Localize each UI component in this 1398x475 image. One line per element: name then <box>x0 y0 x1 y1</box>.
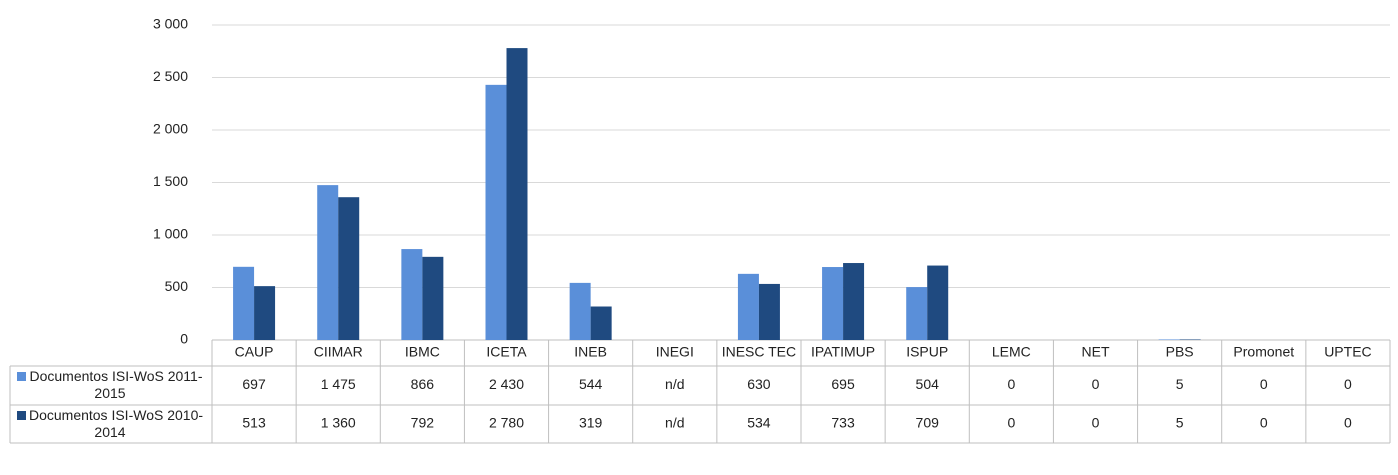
table-value: 2 430 <box>489 376 524 392</box>
x-tick-label: ISPUP <box>906 344 948 360</box>
table-value: 0 <box>1260 376 1268 392</box>
x-tick-label: INEB <box>574 344 607 360</box>
legend-entry: Documentos ISI-WoS 2010-2014 <box>12 407 208 441</box>
legend-swatch <box>16 411 26 420</box>
table-value: 1 475 <box>321 376 356 392</box>
y-tick-label: 500 <box>165 278 189 294</box>
x-tick-label: UPTEC <box>1324 344 1371 360</box>
legend-entry: Documentos ISI-WoS 2011-2015 <box>12 368 208 402</box>
bar <box>506 48 528 340</box>
bar <box>1179 339 1201 340</box>
bar <box>485 84 507 340</box>
legend-label: Documentos ISI-WoS 2010-2014 <box>28 407 204 440</box>
bar <box>569 282 591 340</box>
legend-swatch <box>17 372 27 381</box>
bar <box>422 256 444 340</box>
table-value: 544 <box>579 376 603 392</box>
table-value: 697 <box>242 376 266 392</box>
table-value: 0 <box>1344 415 1352 431</box>
table-value: 792 <box>411 415 435 431</box>
bar <box>822 267 844 340</box>
bar <box>906 287 928 340</box>
bar <box>254 286 276 340</box>
bar <box>758 283 780 340</box>
x-tick-label: ICETA <box>486 344 527 360</box>
table-value: n/d <box>665 376 684 392</box>
x-tick-label: CIIMAR <box>314 344 363 360</box>
x-tick-label: LEMC <box>992 344 1031 360</box>
x-tick-label: CAUP <box>235 344 274 360</box>
bar <box>317 185 339 340</box>
y-tick-label: 2 000 <box>153 121 188 137</box>
table-value: 630 <box>747 376 771 392</box>
y-tick-label: 3 000 <box>153 16 188 32</box>
table-value: 695 <box>831 376 855 392</box>
table-value: 709 <box>916 415 940 431</box>
bar <box>1158 339 1180 340</box>
bar <box>590 306 612 340</box>
table-value: 0 <box>1344 376 1352 392</box>
bar <box>401 249 423 340</box>
table-value: 0 <box>1092 415 1100 431</box>
y-tick-label: 0 <box>180 331 188 347</box>
bar <box>737 273 759 340</box>
table-value: 5 <box>1176 415 1184 431</box>
table-value: 0 <box>1007 376 1015 392</box>
table-value: 5 <box>1176 376 1184 392</box>
bar <box>843 263 865 340</box>
x-tick-label: Promonet <box>1233 344 1294 360</box>
table-value: 504 <box>916 376 940 392</box>
table-value: 0 <box>1007 415 1015 431</box>
table-value: 866 <box>411 376 435 392</box>
bar <box>927 265 949 340</box>
table-value: 0 <box>1092 376 1100 392</box>
table-value: 534 <box>747 415 771 431</box>
table-value: 1 360 <box>321 415 356 431</box>
x-tick-label: INESC TEC <box>722 344 796 360</box>
x-tick-label: IPATIMUP <box>811 344 875 360</box>
table-value: 0 <box>1260 415 1268 431</box>
y-tick-label: 1 500 <box>153 173 188 189</box>
table-value: 2 780 <box>489 415 524 431</box>
table-value: 319 <box>579 415 603 431</box>
y-tick-label: 1 000 <box>153 226 188 242</box>
bar <box>338 197 360 340</box>
table-value: 513 <box>242 415 266 431</box>
legend-label: Documentos ISI-WoS 2011-2015 <box>29 368 203 401</box>
y-tick-label: 2 500 <box>153 68 188 84</box>
x-tick-label: IBMC <box>405 344 440 360</box>
table-value: n/d <box>665 415 684 431</box>
x-tick-label: INEGI <box>656 344 694 360</box>
table-value: 733 <box>831 415 855 431</box>
x-tick-label: NET <box>1082 344 1110 360</box>
x-tick-label: PBS <box>1166 344 1194 360</box>
bar <box>233 266 255 340</box>
